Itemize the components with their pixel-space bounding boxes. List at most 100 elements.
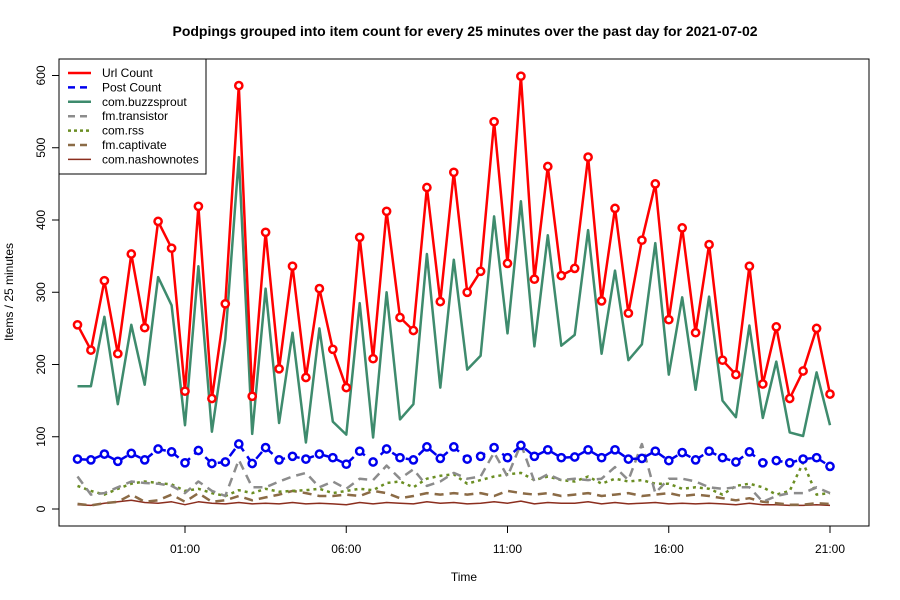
data-point — [731, 457, 741, 467]
data-point — [637, 235, 647, 246]
legend-label: Post Count — [102, 80, 162, 94]
data-point — [569, 263, 580, 274]
data-point — [435, 296, 446, 307]
x-tick-label: 11:00 — [493, 542, 522, 556]
data-point — [126, 448, 137, 459]
data-point — [690, 327, 701, 338]
data-point — [139, 455, 150, 465]
data-point — [435, 453, 446, 464]
data-point — [825, 461, 835, 472]
data-point — [744, 447, 755, 457]
x-tick-label: 06:00 — [331, 542, 361, 556]
data-point — [72, 454, 83, 464]
data-point — [704, 446, 714, 457]
data-point — [408, 325, 419, 336]
y-axis-label: Items / 25 minutes — [2, 243, 16, 341]
data-point — [166, 243, 177, 254]
x-tick-label: 21:00 — [815, 542, 845, 556]
legend-label: com.buzzsprout — [102, 95, 187, 109]
legend-label: com.rss — [102, 124, 144, 138]
y-tick-label: 500 — [34, 137, 48, 157]
series-post-count — [72, 439, 835, 472]
data-point — [207, 458, 217, 469]
data-point — [220, 298, 231, 309]
legend-label: fm.transistor — [102, 109, 168, 123]
data-point — [153, 216, 163, 227]
data-point — [623, 454, 634, 464]
data-point — [287, 261, 298, 272]
data-point — [166, 447, 177, 457]
series-line — [77, 461, 831, 498]
data-point — [368, 353, 378, 364]
series-line — [76, 442, 831, 504]
y-tick-label: 100 — [34, 426, 48, 446]
data-point — [274, 363, 284, 374]
data-point — [126, 249, 137, 259]
data-point — [274, 455, 284, 465]
data-point — [583, 152, 593, 162]
data-point — [784, 457, 795, 468]
data-point — [314, 283, 325, 294]
data-point — [771, 455, 782, 466]
data-point — [368, 457, 378, 467]
data-point — [529, 274, 540, 285]
series-line — [77, 499, 831, 507]
data-point — [623, 308, 634, 319]
data-point — [301, 372, 311, 383]
series-com-buzzsprout — [77, 155, 832, 444]
data-point — [798, 454, 808, 464]
data-point — [717, 452, 728, 463]
data-point — [704, 239, 714, 250]
data-point — [448, 167, 459, 178]
data-point — [462, 287, 473, 298]
data-point — [395, 312, 405, 323]
y-tick-label: 600 — [34, 65, 48, 85]
data-point — [717, 355, 728, 366]
data-point — [354, 446, 365, 457]
legend-label: com.nashownotes — [102, 152, 199, 166]
x-axis: 01:00 06:00 11:00 16:00 21:00 — [170, 526, 845, 556]
data-point — [260, 227, 271, 238]
data-point — [811, 323, 822, 334]
data-point — [731, 369, 741, 380]
data-point — [422, 182, 432, 193]
data-point — [516, 440, 526, 451]
data-point — [556, 270, 567, 281]
series-line — [77, 489, 831, 507]
data-point — [677, 447, 688, 458]
data-point — [301, 454, 311, 464]
data-point — [72, 319, 83, 330]
data-point — [462, 454, 473, 464]
data-point — [395, 452, 405, 463]
data-point — [757, 379, 768, 389]
data-point — [354, 232, 365, 243]
data-point — [139, 322, 150, 333]
data-point — [260, 442, 271, 453]
x-axis-label: Time — [451, 570, 478, 584]
data-point — [650, 446, 661, 457]
data-point — [610, 203, 620, 214]
chart-title: Podpings grouped into item count for eve… — [172, 23, 757, 39]
x-tick-label: 16:00 — [654, 542, 684, 556]
series-fm-transistor — [76, 442, 831, 504]
y-tick-label: 200 — [34, 354, 48, 374]
data-point — [153, 444, 163, 454]
series-com-nashownotes — [77, 499, 831, 507]
data-point — [381, 206, 392, 217]
y-tick-label: 0 — [34, 505, 48, 512]
data-point — [99, 449, 110, 459]
data-point — [677, 223, 688, 233]
data-point — [448, 442, 459, 452]
y-tick-label: 400 — [34, 210, 48, 230]
data-point — [193, 201, 204, 212]
data-point — [381, 444, 392, 454]
data-point — [475, 266, 486, 277]
data-point — [220, 457, 231, 467]
data-point — [180, 386, 190, 397]
data-point — [99, 275, 110, 286]
y-tick-label: 300 — [34, 282, 48, 302]
series-com-rss — [77, 461, 831, 498]
data-point — [233, 80, 244, 91]
data-point — [327, 344, 338, 355]
